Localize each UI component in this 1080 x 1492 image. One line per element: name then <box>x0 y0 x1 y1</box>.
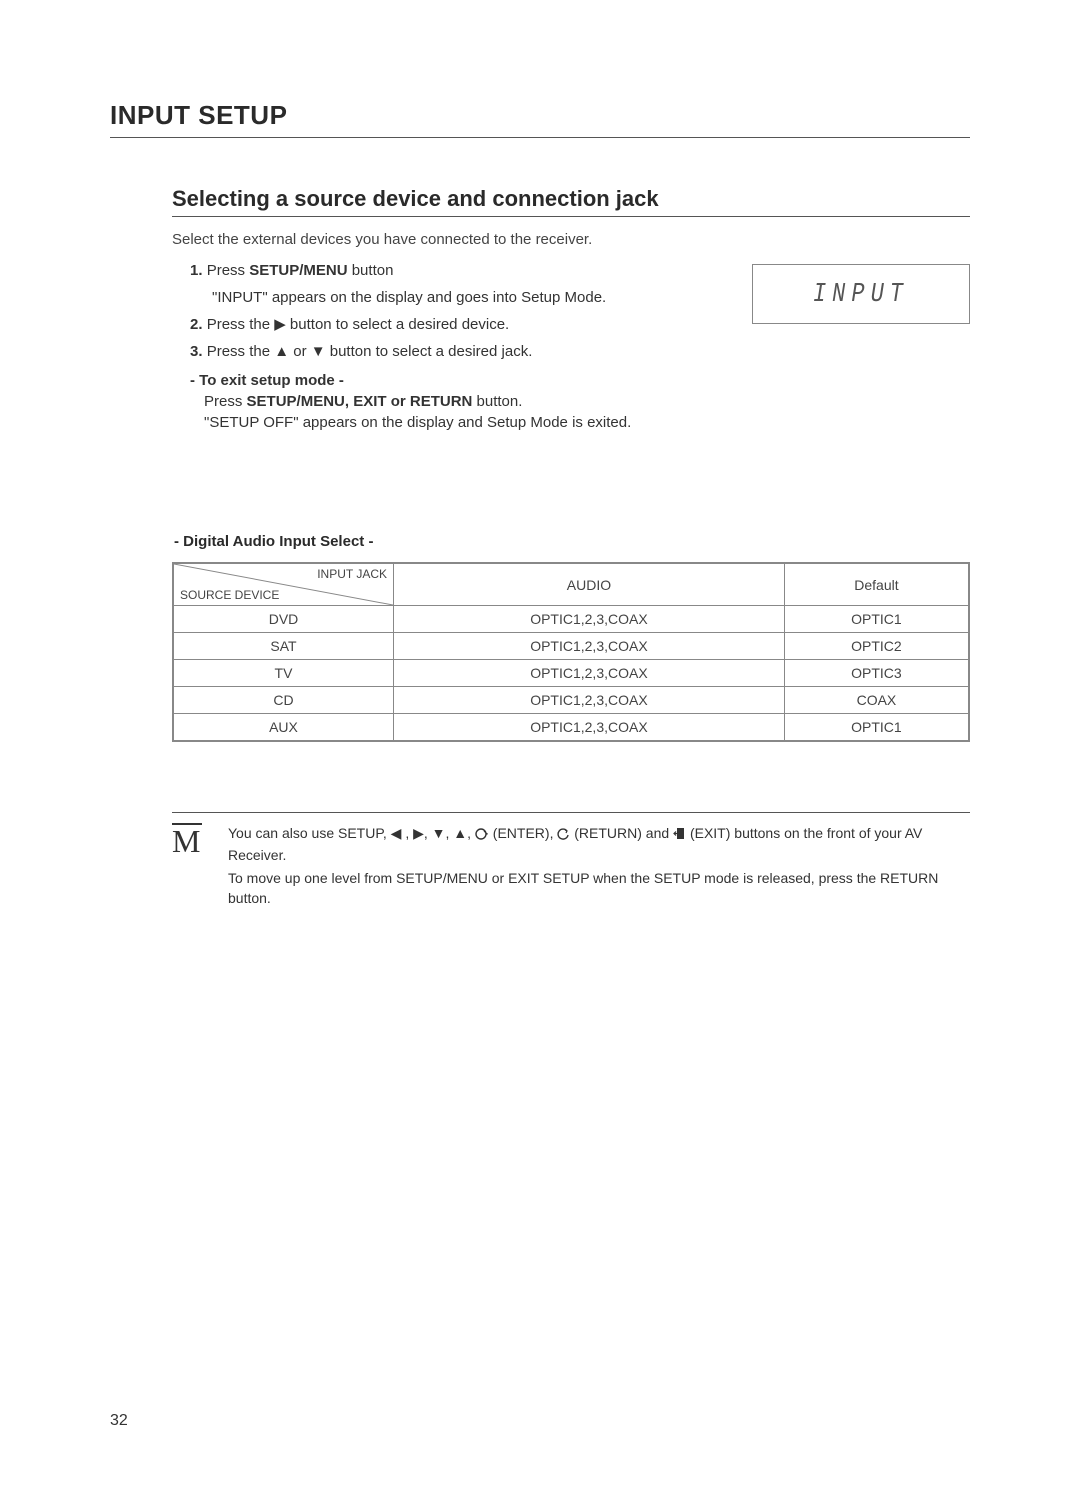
step-3-num: 3. <box>190 343 203 360</box>
enter-icon <box>475 825 489 845</box>
cell-src: DVD <box>174 606 394 633</box>
content-area: Selecting a source device and connection… <box>110 186 970 910</box>
note-block: M You can also use SETUP, ◀ , ▶, ▼, ▲, (… <box>172 812 970 910</box>
table-header-row: INPUT JACK SOURCE DEVICE AUDIO Default <box>174 564 969 606</box>
return-icon <box>557 825 570 845</box>
cell-src: TV <box>174 660 394 687</box>
note-symbol: M <box>172 823 202 857</box>
exit-mode-block: - To exit setup mode - Press SETUP/MENU,… <box>172 372 742 433</box>
cell-audio: OPTIC1,2,3,COAX <box>394 633 785 660</box>
cell-src: AUX <box>174 714 394 741</box>
note-line-2: To move up one level from SETUP/MENU or … <box>228 868 970 909</box>
step-1-prefix: Press <box>207 262 250 279</box>
cell-def: OPTIC3 <box>784 660 968 687</box>
exit-icon <box>673 825 686 845</box>
table-row: SAT OPTIC1,2,3,COAX OPTIC2 <box>174 633 969 660</box>
cell-def: OPTIC2 <box>784 633 968 660</box>
cell-def: OPTIC1 <box>784 606 968 633</box>
steps-and-display: 1. Press SETUP/MENU button "INPUT" appea… <box>172 260 970 433</box>
step-1-num: 1. <box>190 262 203 279</box>
col-default: Default <box>784 564 968 606</box>
exit-title: - To exit setup mode - <box>190 372 742 389</box>
note-p1-prefix: You can also use SETUP, ◀ , ▶, ▼, ▲, <box>228 825 475 841</box>
device-display-text: INPUT <box>813 279 909 309</box>
steps-list: 1. Press SETUP/MENU button "INPUT" appea… <box>172 260 742 433</box>
cell-audio: OPTIC1,2,3,COAX <box>394 660 785 687</box>
table-row: DVD OPTIC1,2,3,COAX OPTIC1 <box>174 606 969 633</box>
exit-line1-suffix: button. <box>472 393 522 410</box>
device-display-box: INPUT <box>752 264 970 324</box>
page-title: INPUT SETUP <box>110 100 970 138</box>
section-heading: Selecting a source device and connection… <box>172 186 970 217</box>
table-title: - Digital Audio Input Select - <box>172 533 970 550</box>
step-1: 1. Press SETUP/MENU button <box>172 260 742 281</box>
cell-audio: OPTIC1,2,3,COAX <box>394 606 785 633</box>
cell-src: SAT <box>174 633 394 660</box>
note-p1-enter: (ENTER), <box>489 825 557 841</box>
step-2-body: Press the ▶ button to select a desired d… <box>207 316 510 333</box>
cell-src: CD <box>174 687 394 714</box>
exit-line1-bold: SETUP/MENU, EXIT or RETURN <box>247 393 473 410</box>
step-3: 3. Press the ▲ or ▼ button to select a d… <box>172 341 742 362</box>
cell-def: OPTIC1 <box>784 714 968 741</box>
cell-audio: OPTIC1,2,3,COAX <box>394 687 785 714</box>
note-text: You can also use SETUP, ◀ , ▶, ▼, ▲, (EN… <box>228 823 970 910</box>
exit-line1-prefix: Press <box>204 393 247 410</box>
table-row: CD OPTIC1,2,3,COAX COAX <box>174 687 969 714</box>
step-3-body: Press the ▲ or ▼ button to select a desi… <box>207 343 533 360</box>
exit-line-1: Press SETUP/MENU, EXIT or RETURN button. <box>190 391 742 412</box>
note-line-1: You can also use SETUP, ◀ , ▶, ▼, ▲, (EN… <box>228 823 970 866</box>
diag-bottom-label: SOURCE DEVICE <box>180 588 279 602</box>
cell-def: COAX <box>784 687 968 714</box>
note-p1-return: (RETURN) and <box>570 825 673 841</box>
exit-line-2: "SETUP OFF" appears on the display and S… <box>190 412 742 433</box>
table-diag-header: INPUT JACK SOURCE DEVICE <box>174 564 394 606</box>
step-2: 2. Press the ▶ button to select a desire… <box>172 314 742 335</box>
page-number: 32 <box>110 1412 128 1430</box>
col-audio: AUDIO <box>394 564 785 606</box>
cell-audio: OPTIC1,2,3,COAX <box>394 714 785 741</box>
input-select-table: INPUT JACK SOURCE DEVICE AUDIO Default D… <box>172 562 970 742</box>
step-1-suffix: button <box>348 262 394 279</box>
intro-text: Select the external devices you have con… <box>172 231 970 248</box>
step-2-num: 2. <box>190 316 203 333</box>
table-row: AUX OPTIC1,2,3,COAX OPTIC1 <box>174 714 969 741</box>
diag-top-label: INPUT JACK <box>317 567 387 581</box>
step-1-sub: "INPUT" appears on the display and goes … <box>172 287 742 308</box>
step-1-button: SETUP/MENU <box>249 262 347 279</box>
table-row: TV OPTIC1,2,3,COAX OPTIC3 <box>174 660 969 687</box>
